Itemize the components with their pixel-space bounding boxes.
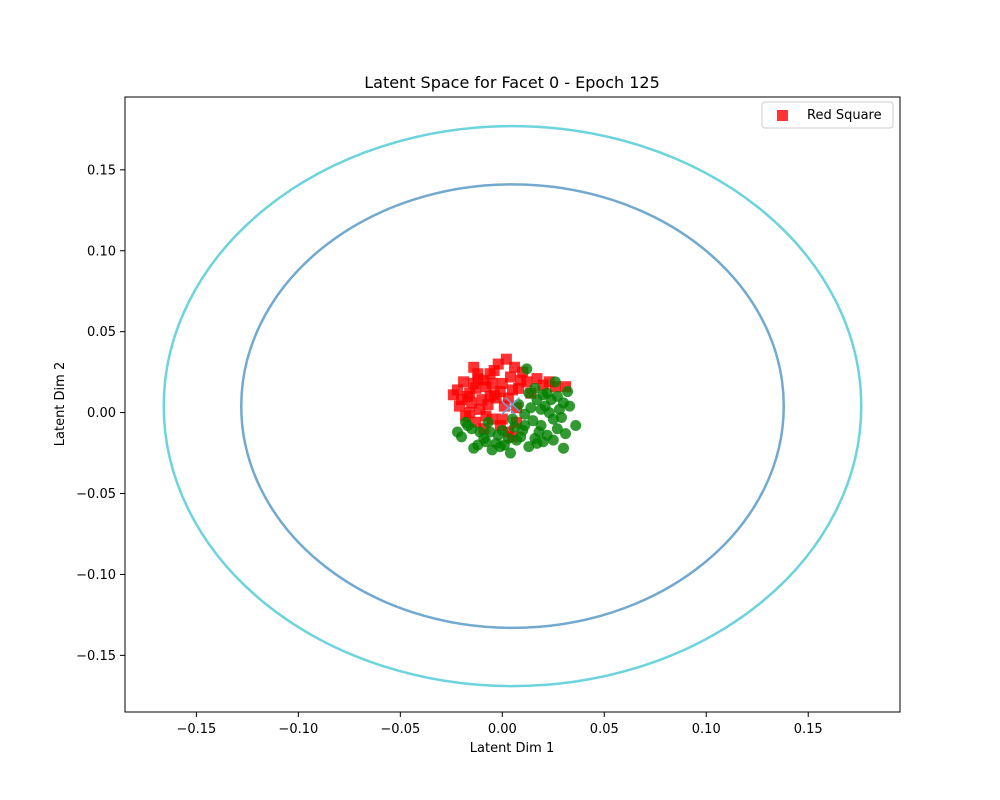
point-series1-26	[525, 402, 537, 414]
x-axis-ticks: −0.15 −0.10 −0.05 0.00 0.05 0.10 0.15	[176, 712, 823, 737]
point-series1-35	[515, 431, 527, 443]
point-series0-9	[492, 358, 504, 370]
point-series1-50	[555, 411, 567, 423]
legend-label: Red Square	[807, 108, 882, 123]
point-series0-40	[486, 377, 498, 389]
plot-frame	[124, 96, 901, 713]
points-layer	[447, 353, 582, 459]
point-series1-49	[541, 387, 553, 399]
point-series0-52	[468, 377, 480, 389]
y-axis-label: Latent Dim 2	[53, 362, 68, 446]
point-series1-21	[557, 442, 569, 454]
point-series1-44	[460, 416, 472, 428]
x-tick-label: −0.15	[176, 722, 216, 737]
point-series0-47	[515, 374, 527, 386]
y-tick-label: 0.15	[87, 163, 116, 178]
point-series0-46	[488, 365, 500, 377]
point-series1-42	[472, 439, 484, 451]
point-series0-44	[456, 394, 468, 406]
point-series0-50	[480, 410, 492, 422]
ellipse-1	[162, 124, 863, 688]
x-tick-label: 0.15	[794, 722, 823, 737]
y-tick-label: 0.05	[87, 325, 116, 340]
point-series0-54	[507, 384, 518, 396]
point-series0-42	[502, 392, 514, 404]
chart-title: Latent Space for Facet 0 - Epoch 125	[364, 73, 660, 92]
point-series1-37	[502, 432, 514, 444]
point-series0-6	[480, 381, 492, 393]
point-series0-23	[453, 400, 465, 412]
point-series1-48	[535, 403, 547, 415]
point-series1-56	[494, 441, 506, 453]
point-series0-31	[490, 392, 502, 404]
y-axis-ticks: −0.15 −0.10 −0.05 0.00 0.05 0.10 0.15	[76, 163, 125, 664]
point-series0-53	[484, 390, 496, 402]
point-series0-37	[462, 390, 474, 402]
point-series0-20	[543, 376, 555, 388]
point-series1-54	[519, 420, 531, 432]
point-series0-49	[464, 407, 476, 419]
point-series0-51	[496, 413, 508, 425]
point-series0-12	[504, 371, 516, 383]
ellipse-0	[240, 183, 785, 630]
legend-marker-red-square	[777, 110, 788, 121]
point-series1-18	[562, 386, 574, 398]
y-tick-label: −0.15	[76, 649, 116, 664]
point-series0-33	[498, 400, 510, 412]
point-series1-57	[507, 413, 518, 425]
point-series0-45	[472, 368, 484, 380]
point-series0-27	[474, 403, 486, 415]
point-series0-39	[478, 374, 490, 386]
point-series1-31	[533, 426, 545, 438]
point-series0-26	[470, 416, 482, 428]
point-series1-22	[549, 376, 561, 388]
point-series0-5	[476, 394, 488, 406]
point-series1-52	[547, 434, 559, 446]
point-series0-11	[500, 353, 512, 365]
point-series1-47	[529, 382, 541, 394]
point-series0-1	[458, 376, 470, 388]
point-series1-8	[504, 447, 516, 459]
x-tick-label: 0.00	[488, 722, 517, 737]
point-series1-20	[570, 420, 582, 432]
y-tick-label: 0.10	[87, 244, 116, 259]
y-tick-label: 0.00	[87, 406, 116, 421]
point-series0-25	[466, 397, 478, 409]
point-series0-41	[494, 386, 506, 398]
point-series0-10	[496, 377, 508, 389]
point-series1-30	[527, 415, 539, 427]
y-tick-label: −0.10	[76, 568, 116, 583]
legend-box	[761, 101, 894, 129]
legend: Red Square	[761, 101, 894, 129]
x-tick-label: 0.05	[590, 722, 619, 737]
point-series0-19	[537, 379, 549, 391]
point-series1-51	[560, 428, 572, 440]
point-series1-23	[521, 363, 533, 375]
point-series0-3	[468, 361, 480, 373]
point-series0-13	[509, 361, 521, 373]
point-series1-55	[482, 416, 494, 428]
plot-area	[124, 96, 901, 713]
point-series0-16	[521, 376, 533, 388]
point-series1-38	[496, 424, 508, 436]
point-series0-48	[447, 389, 459, 401]
x-tick-label: 0.10	[692, 722, 721, 737]
x-tick-label: −0.05	[380, 722, 420, 737]
point-series1-34	[551, 423, 563, 435]
point-series1-19	[564, 400, 576, 412]
y-tick-label: −0.05	[76, 487, 116, 502]
point-series0-18	[531, 373, 543, 385]
point-series2-1	[504, 396, 521, 413]
point-series1-45	[451, 426, 463, 438]
point-series0-14	[513, 382, 525, 394]
point-series1-59	[551, 390, 563, 402]
ellipses-layer	[162, 124, 863, 688]
x-tick-label: −0.10	[278, 722, 318, 737]
point-series0-29	[482, 399, 494, 410]
point-series1-58	[537, 436, 549, 448]
x-axis-label: Latent Dim 1	[470, 741, 554, 756]
